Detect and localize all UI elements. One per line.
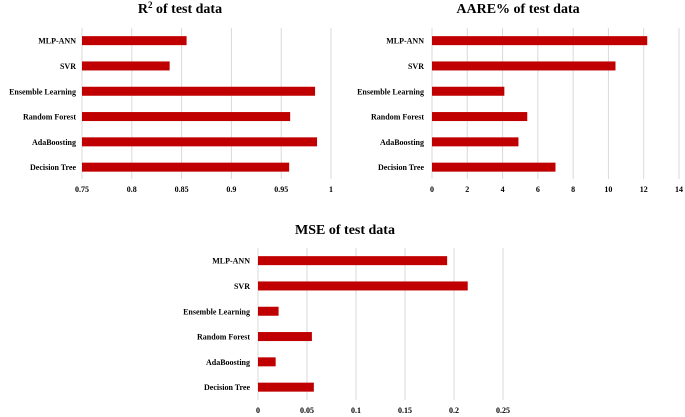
x-tick-label: 0.95	[274, 185, 288, 194]
chart-mse: MSE of test data MLP-ANN SVR Ensemble Lear…	[183, 223, 510, 415]
x-tick-label: 0.1	[351, 406, 361, 415]
x-tick-label: 2	[465, 185, 469, 194]
x-tick-label: 0.8	[127, 185, 137, 194]
bar	[432, 162, 556, 172]
chart-title: AARE% of test data	[456, 2, 579, 17]
bar	[82, 137, 318, 147]
bar	[258, 332, 312, 342]
x-tick-label: 0	[256, 406, 260, 415]
bar	[258, 357, 276, 367]
category-label: AdaBoosting	[32, 138, 76, 147]
x-tick-label: 14	[675, 185, 683, 194]
x-tick-label: 8	[571, 185, 575, 194]
category-label: Ensemble Learning	[183, 307, 250, 316]
x-tick-label: 0.2	[449, 406, 459, 415]
x-tick-label: 0.75	[75, 185, 89, 194]
bar	[432, 112, 528, 122]
category-label: Ensemble Learning	[357, 87, 424, 96]
category-label: MLP-ANN	[386, 37, 424, 46]
category-label: Random Forest	[371, 113, 424, 122]
bar	[82, 86, 316, 96]
bar	[82, 162, 290, 172]
bar	[258, 281, 468, 291]
x-tick-label: 1	[329, 185, 333, 194]
bar	[432, 61, 616, 71]
x-tick-label: 0.05	[300, 406, 314, 415]
x-tick-label: 0.9	[226, 185, 236, 194]
x-tick-label: 0	[430, 185, 434, 194]
category-label: SVR	[60, 62, 76, 71]
bar	[432, 36, 648, 46]
x-tick-label: 6	[536, 185, 540, 194]
bar	[82, 61, 170, 71]
bar	[82, 112, 291, 122]
x-tick-label: 0.85	[175, 185, 189, 194]
bar	[82, 36, 187, 46]
bar	[258, 382, 314, 392]
bar	[258, 256, 448, 266]
category-label: SVR	[234, 282, 250, 291]
x-tick-label: 4	[501, 185, 505, 194]
chart-title: MSE of test data	[295, 223, 395, 238]
chart-r2: R2 of test data MLP-ANN SVR Ensemble Learn…	[9, 0, 333, 194]
x-tick-label: 10	[604, 185, 612, 194]
chart-aare: AARE% of test data MLP-ANN SVR Ensemble Le…	[357, 2, 683, 194]
category-label: MLP-ANN	[212, 257, 250, 266]
category-label: Random Forest	[197, 333, 250, 342]
bar	[432, 86, 505, 96]
chart-title: R2 of test data	[138, 0, 222, 17]
category-label: Decision Tree	[378, 163, 424, 172]
category-label: Ensemble Learning	[9, 87, 76, 96]
category-label: SVR	[408, 62, 424, 71]
category-label: Random Forest	[23, 113, 76, 122]
category-label: Decision Tree	[204, 383, 250, 392]
category-label: MLP-ANN	[38, 37, 76, 46]
category-label: Decision Tree	[30, 163, 76, 172]
bar	[432, 137, 519, 147]
category-label: AdaBoosting	[380, 138, 424, 147]
bar	[258, 306, 279, 316]
x-tick-label: 0.15	[398, 406, 412, 415]
x-tick-label: 12	[640, 185, 648, 194]
x-tick-label: 0.25	[496, 406, 510, 415]
category-label: AdaBoosting	[206, 358, 250, 367]
